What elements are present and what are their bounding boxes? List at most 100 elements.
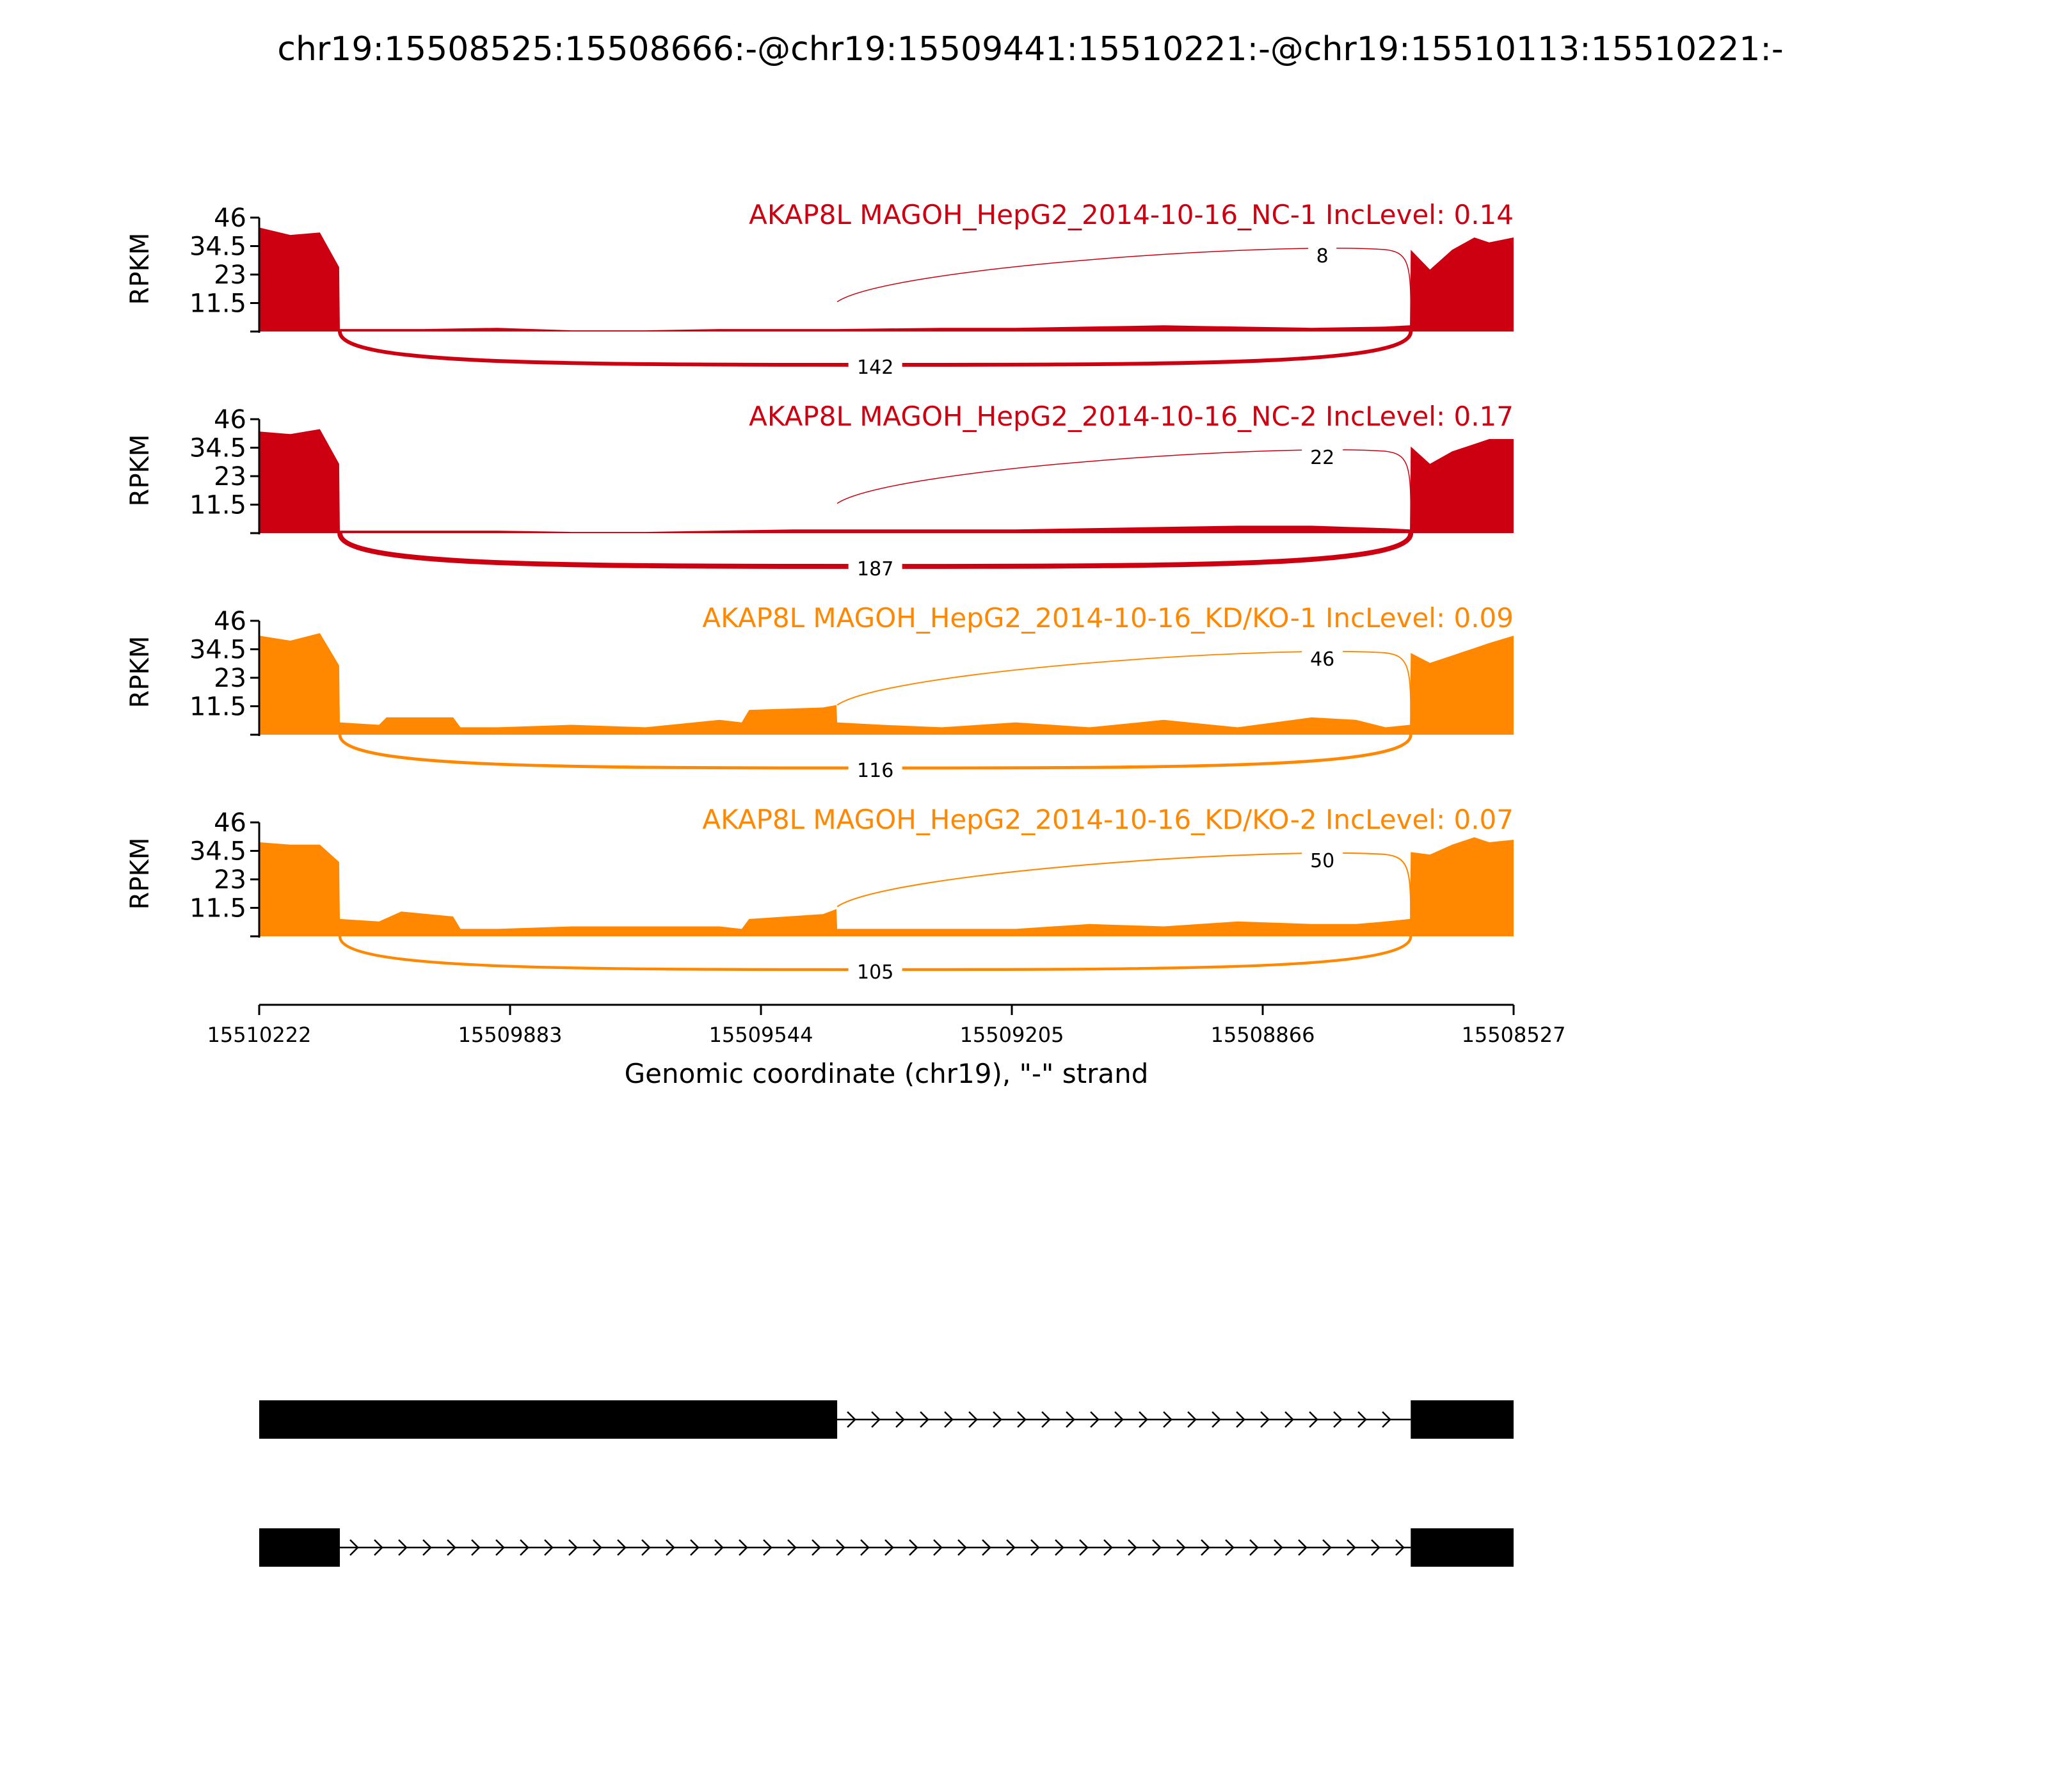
strand-arrow [860,1539,870,1556]
x-axis-label: Genomic coordinate (chr19), "-" strand [625,1058,1149,1089]
x-tick-label: 15509544 [709,1023,813,1047]
junction-count-label: 142 [857,356,893,379]
strand-arrow [398,1539,408,1556]
junction-label-bg [848,357,902,379]
y-tick-label: 34.5 [189,434,246,463]
strand-arrow [847,1411,856,1428]
strand-arrow [1187,1411,1197,1428]
track-label: AKAP8L MAGOH_HepG2_2014-10-16_NC-1 IncLe… [749,199,1514,230]
strand-arrow [1079,1539,1089,1556]
strand-arrow [1371,1539,1380,1556]
y-tick-label: 23 [214,664,246,693]
strand-arrow [920,1411,929,1428]
strand-arrow [641,1539,651,1556]
strand-arrow [593,1539,602,1556]
strand-arrow [871,1411,881,1428]
strand-arrow [1212,1411,1221,1428]
strand-arrow [895,1411,905,1428]
strand-arrow [884,1539,894,1556]
strand-arrow [1333,1411,1343,1428]
strand-arrow [349,1539,359,1556]
junction-label-bg [848,962,902,984]
track-label: AKAP8L MAGOH_HepG2_2014-10-16_NC-2 IncLe… [749,401,1514,432]
junction-count-label: 116 [857,760,893,782]
strand-arrow [1114,1411,1124,1428]
coverage-area [259,227,1514,332]
strand-arrow [568,1539,578,1556]
strand-arrow [787,1539,797,1556]
junction-arc [836,852,1412,915]
strand-arrow [1152,1539,1162,1556]
junction-arc [836,248,1412,310]
y-tick-label: 34.5 [189,636,246,665]
strand-arrow [1225,1539,1235,1556]
junction-label-bg [848,760,902,782]
strand-arrow [968,1411,978,1428]
x-tick-label: 15509883 [458,1023,563,1047]
strand-arrow [1128,1539,1137,1556]
strand-arrow [1249,1539,1259,1556]
y-tick-label: 11.5 [189,692,246,722]
strand-arrow [1017,1411,1027,1428]
strand-arrow [1236,1411,1245,1428]
y-tick-label: 23 [214,260,246,290]
junction-arc [836,650,1412,713]
y-tick-label: 23 [214,865,246,895]
strand-arrow [993,1411,1002,1428]
junction-count-label: 22 [1310,447,1334,469]
strand-arrow [1066,1411,1075,1428]
isoform-2 [259,1528,1514,1567]
exon-block [259,1528,340,1567]
strand-arrow [1284,1411,1294,1428]
y-tick-label: 34.5 [189,837,246,867]
strand-arrow [1395,1539,1405,1556]
strand-arrow [944,1411,954,1428]
strand-arrow [1041,1411,1051,1428]
strand-arrow [1163,1411,1172,1428]
y-tick-label: 34.5 [189,232,246,262]
y-axis-label: RPKM [125,636,155,708]
strand-arrow [1357,1411,1367,1428]
strand-arrow [1201,1539,1210,1556]
junction-label-bg [1302,851,1343,872]
strand-arrow [1090,1411,1100,1428]
junction-count-label: 50 [1310,850,1334,872]
strand-arrow [812,1539,821,1556]
y-axis-label: RPKM [125,838,155,910]
junction-arc [836,449,1412,511]
strand-arrow [1055,1539,1064,1556]
strand-arrow [1139,1411,1148,1428]
strand-arrow [520,1539,529,1556]
strand-arrow [1382,1411,1391,1428]
strand-arrow [739,1539,748,1556]
strand-arrow [1176,1539,1186,1556]
junction-count-label: 46 [1310,648,1334,671]
y-tick-label: 11.5 [189,894,246,924]
x-tick-label: 15508527 [1462,1023,1566,1047]
junction-count-label: 8 [1316,245,1329,268]
y-tick-label: 46 [214,405,246,435]
strand-arrow [1347,1539,1356,1556]
strand-arrow [1298,1539,1308,1556]
isoform-1 [259,1400,1514,1439]
y-tick-label: 11.5 [189,491,246,520]
coverage-area [259,429,1514,533]
figure-title: chr19:15508525:15508666:-@chr19:15509441… [277,30,1783,68]
track-label: AKAP8L MAGOH_HepG2_2014-10-16_KD/KO-1 In… [702,602,1514,634]
exon-block [1411,1528,1514,1567]
track-label: AKAP8L MAGOH_HepG2_2014-10-16_KD/KO-2 In… [702,804,1514,835]
strand-arrow [933,1539,943,1556]
strand-arrow [495,1539,505,1556]
junction-label-bg [1308,246,1337,268]
isoform-structures [259,1400,1514,1567]
strand-arrow [544,1539,554,1556]
strand-arrow [471,1539,481,1556]
x-axis: 15510222 15509883 15509544 15509205 15508866… [207,1004,1566,1047]
strand-arrow [1274,1539,1283,1556]
x-tick-label: 15508866 [1211,1023,1315,1047]
